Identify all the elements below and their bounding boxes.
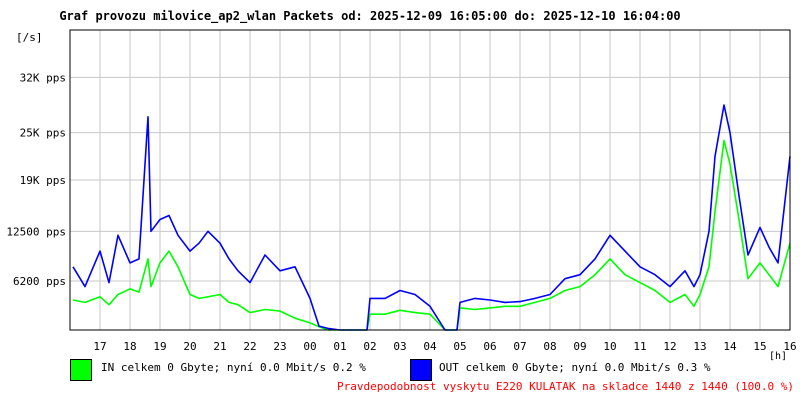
x-tick-label: 19 [153, 340, 166, 353]
x-tick-label: 00 [303, 340, 316, 353]
x-tick-label: 11 [633, 340, 646, 353]
y-tick-label: 19K pps [20, 174, 66, 187]
x-tick-label: 05 [453, 340, 466, 353]
x-tick-label: 10 [603, 340, 616, 353]
series-line-out [72, 104, 791, 331]
label-layer: 17 18 19 20 21 22 23 00 01 02 03 04 05 06 07 08 09 10 11 12… [6, 31, 796, 362]
x-tick-label: 23 [273, 340, 286, 353]
legend-out-label: OUT celkem 0 Gbyte; nyní 0.0 Mbit/s 0.3 … [439, 361, 711, 374]
y-tick-label: 12500 pps [6, 225, 66, 238]
x-tick-label: 20 [183, 340, 196, 353]
x-tick-label: 21 [213, 340, 226, 353]
y-tick-label: 6200 pps [13, 275, 66, 288]
x-tick-label: 04 [423, 340, 437, 353]
x-tick-label: 13 [693, 340, 706, 353]
x-tick-label: 15 [753, 340, 766, 353]
footer-note: Pravdepodobnost vyskytu E220 KULATAK na … [337, 380, 794, 393]
y-tick-label: 32K pps [20, 71, 66, 84]
x-tick-label: 01 [333, 340, 346, 353]
axis-layer [69, 29, 791, 331]
series-layer [72, 104, 791, 331]
x-tick-label: 06 [483, 340, 496, 353]
y-axis-unit: [/s] [16, 31, 43, 44]
series-line-in [72, 139, 791, 331]
plot-frame [69, 29, 791, 331]
x-axis-unit: [h] [769, 351, 787, 362]
x-tick-label: 08 [543, 340, 556, 353]
grid-layer [70, 30, 791, 330]
legend-out-swatch [410, 359, 432, 381]
x-tick-label: 12 [663, 340, 676, 353]
x-tick-label: 17 [93, 340, 106, 353]
x-tick-label: 22 [243, 340, 256, 353]
x-tick-label: 07 [513, 340, 526, 353]
legend-in-label: IN celkem 0 Gbyte; nyní 0.0 Mbit/s 0.2 % [101, 361, 366, 374]
x-tick-label: 03 [393, 340, 406, 353]
x-tick-label: 18 [123, 340, 136, 353]
x-tick-label: 02 [363, 340, 376, 353]
chart-title: Graf provozu milovice_ap2_wlan Packets o… [59, 9, 681, 23]
x-tick-label: 14 [723, 340, 737, 353]
y-tick-label: 25K pps [20, 127, 66, 140]
legend-in-swatch [70, 359, 92, 381]
x-tick-label: 09 [573, 340, 586, 353]
x-tick-label: 16 [783, 340, 796, 353]
